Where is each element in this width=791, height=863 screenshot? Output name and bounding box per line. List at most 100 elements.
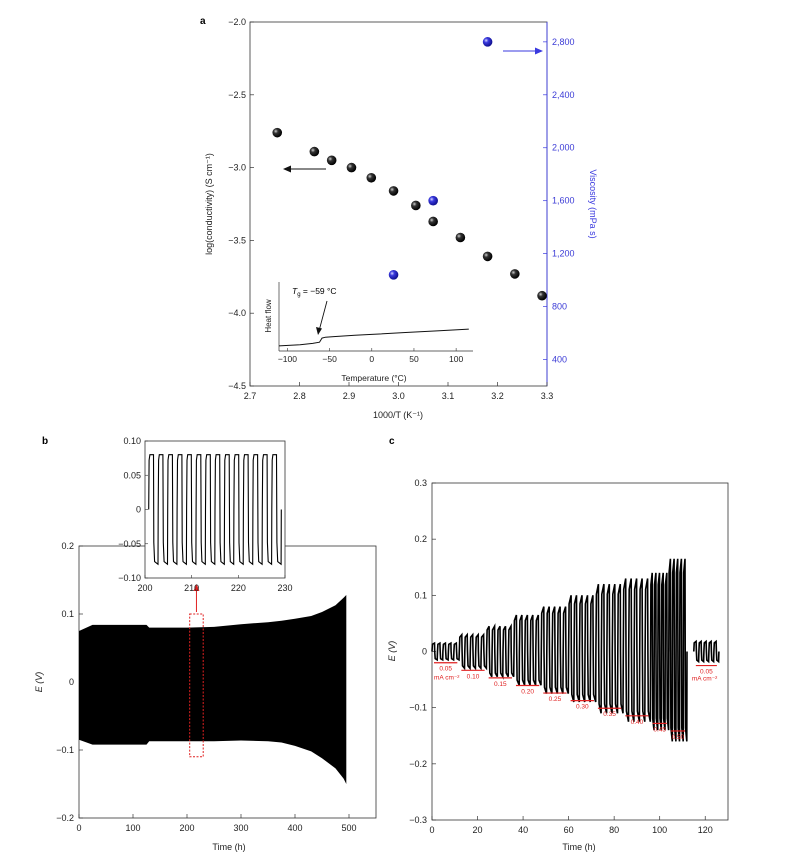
y-tick-label: −3.0 <box>228 163 246 173</box>
inset-y-label: Heat flow <box>264 299 273 333</box>
tg-subscript: g <box>297 292 300 298</box>
x-tick-label: 400 <box>287 823 302 833</box>
y-tick-label: 0.2 <box>61 541 74 551</box>
conductivity-point <box>411 200 421 211</box>
inset-x-tick-label: 0 <box>369 354 374 364</box>
conductivity-point <box>388 186 399 196</box>
y-tick-label: −4.5 <box>228 381 246 391</box>
x-tick-label: 80 <box>609 825 619 835</box>
cycling-segment <box>693 639 720 664</box>
x-tick-label: 0 <box>76 823 81 833</box>
cycling-segment <box>668 558 688 742</box>
current-density-label: 0.25 <box>549 696 562 703</box>
panel-label-c: c <box>389 436 395 447</box>
y-tick-label: −0.2 <box>409 759 427 769</box>
current-density-label: 0.20 <box>521 688 534 695</box>
x-tick-label: 0 <box>429 825 434 835</box>
y-tick-label: −2.0 <box>228 17 246 27</box>
conductivity-point <box>482 251 493 262</box>
inset-x-tick-label: −50 <box>322 354 337 364</box>
inset-y-tick-label: −0.10 <box>118 573 141 583</box>
dsc-curve <box>278 328 469 347</box>
y-tick-label: 0.1 <box>414 590 427 600</box>
inset-y-tick-label: 0.05 <box>123 470 141 480</box>
inset-x-tick-label: 220 <box>231 583 246 593</box>
unit-label: mA cm⁻² <box>692 676 718 683</box>
conductivity-point <box>326 155 337 166</box>
y-tick-label: 0 <box>422 647 427 657</box>
zoom-curve <box>148 454 282 566</box>
x-tick-label: 200 <box>179 823 194 833</box>
zoom-arrow <box>193 584 200 612</box>
cycling-segment <box>622 578 652 722</box>
y2-tick-label: 1,600 <box>552 196 575 206</box>
unit-label: mA cm⁻² <box>434 675 460 682</box>
arrow-right-axis <box>503 47 543 55</box>
x-tick-label: 500 <box>341 823 356 833</box>
x-tick-label: 2.9 <box>343 391 356 401</box>
current-density-label: 0.45 <box>653 726 666 733</box>
panel-label-a: a <box>200 16 206 27</box>
cycling-segment <box>431 641 461 662</box>
x-axis-label: Time (h) <box>562 842 595 852</box>
x-tick-label: 2.8 <box>293 391 306 401</box>
conductivity-point <box>272 127 283 138</box>
zoom-inset: 200 210 220 230 0.10 0.05 0 −0.05 −0.10 <box>118 436 292 593</box>
panel-label-b: b <box>42 436 48 447</box>
conductivity-point <box>455 232 466 243</box>
y-tick-label: −3.5 <box>228 235 246 245</box>
cycling-segment <box>485 623 515 680</box>
inset-x-tick-label: −100 <box>278 354 297 364</box>
cycling-segment <box>513 614 543 686</box>
y-tick-label: −0.1 <box>409 703 427 713</box>
y-tick-label: 0 <box>69 677 74 687</box>
dsc-inset: −100 −50 0 50 100 Heat flow Temperature (°C)… <box>264 282 473 383</box>
panel-c: c 0 20 40 60 80 100 120 0.30.20.10−0.1−0.2−0.3… <box>387 436 729 852</box>
tg-annotation: Tg = −59 °C <box>292 286 337 298</box>
x-tick-label: 2.7 <box>244 391 257 401</box>
cycling-segment <box>540 606 570 694</box>
current-density-label: 0.10 <box>467 673 480 680</box>
y-tick-label: −0.3 <box>409 815 427 825</box>
tg-symbol: T <box>292 286 298 296</box>
y-tick-label: −0.1 <box>56 745 74 755</box>
conductivity-point <box>309 146 320 157</box>
conductivity-point <box>428 216 438 227</box>
x-tick-label: 3.2 <box>491 391 504 401</box>
x-tick-label: 40 <box>518 825 528 835</box>
x-tick-label: 100 <box>652 825 667 835</box>
y-axis-label: E (V) <box>34 672 44 693</box>
inset-x-tick-label: 200 <box>137 583 152 593</box>
x-tick-label: 60 <box>564 825 574 835</box>
viscosity-point <box>388 270 399 280</box>
x-axis-label: Time (h) <box>212 842 245 852</box>
x-tick-label: 120 <box>698 825 713 835</box>
current-density-label: 0.05 <box>439 666 452 673</box>
y2-tick-label: 2,400 <box>552 90 575 100</box>
y-tick-label: −2.5 <box>228 90 246 100</box>
inset-x-label: Temperature (°C) <box>341 373 406 383</box>
cycling-segment <box>458 632 488 671</box>
arrow-left-axis <box>283 165 326 173</box>
x-tick-label: 300 <box>233 823 248 833</box>
y2-tick-label: 400 <box>552 355 567 365</box>
conductivity-point <box>537 290 547 301</box>
y2-tick-label: 2,000 <box>552 143 575 153</box>
x-tick-label: 3.3 <box>541 391 554 401</box>
y2-tick-label: 2,800 <box>552 37 575 47</box>
panel-a-frame <box>249 21 548 387</box>
y-tick-label: 0.2 <box>414 534 427 544</box>
y2-axis-label: Viscosity (mPa s) <box>588 169 598 238</box>
tg-arrow <box>316 300 328 335</box>
x-tick-label: 3.1 <box>442 391 455 401</box>
y2-tick-label: 800 <box>552 302 567 312</box>
inset-x-tick-label: 50 <box>409 354 419 364</box>
y-tick-label: −0.2 <box>56 813 74 823</box>
x-tick-label: 3.0 <box>392 391 405 401</box>
inset-y-tick-label: 0.10 <box>123 436 141 446</box>
conductivity-point <box>346 162 357 173</box>
cycling-segment <box>595 583 625 714</box>
y-axis-label: log(conductivity) (S cm⁻¹) <box>204 153 214 255</box>
current-density-label: 0.15 <box>494 681 507 688</box>
